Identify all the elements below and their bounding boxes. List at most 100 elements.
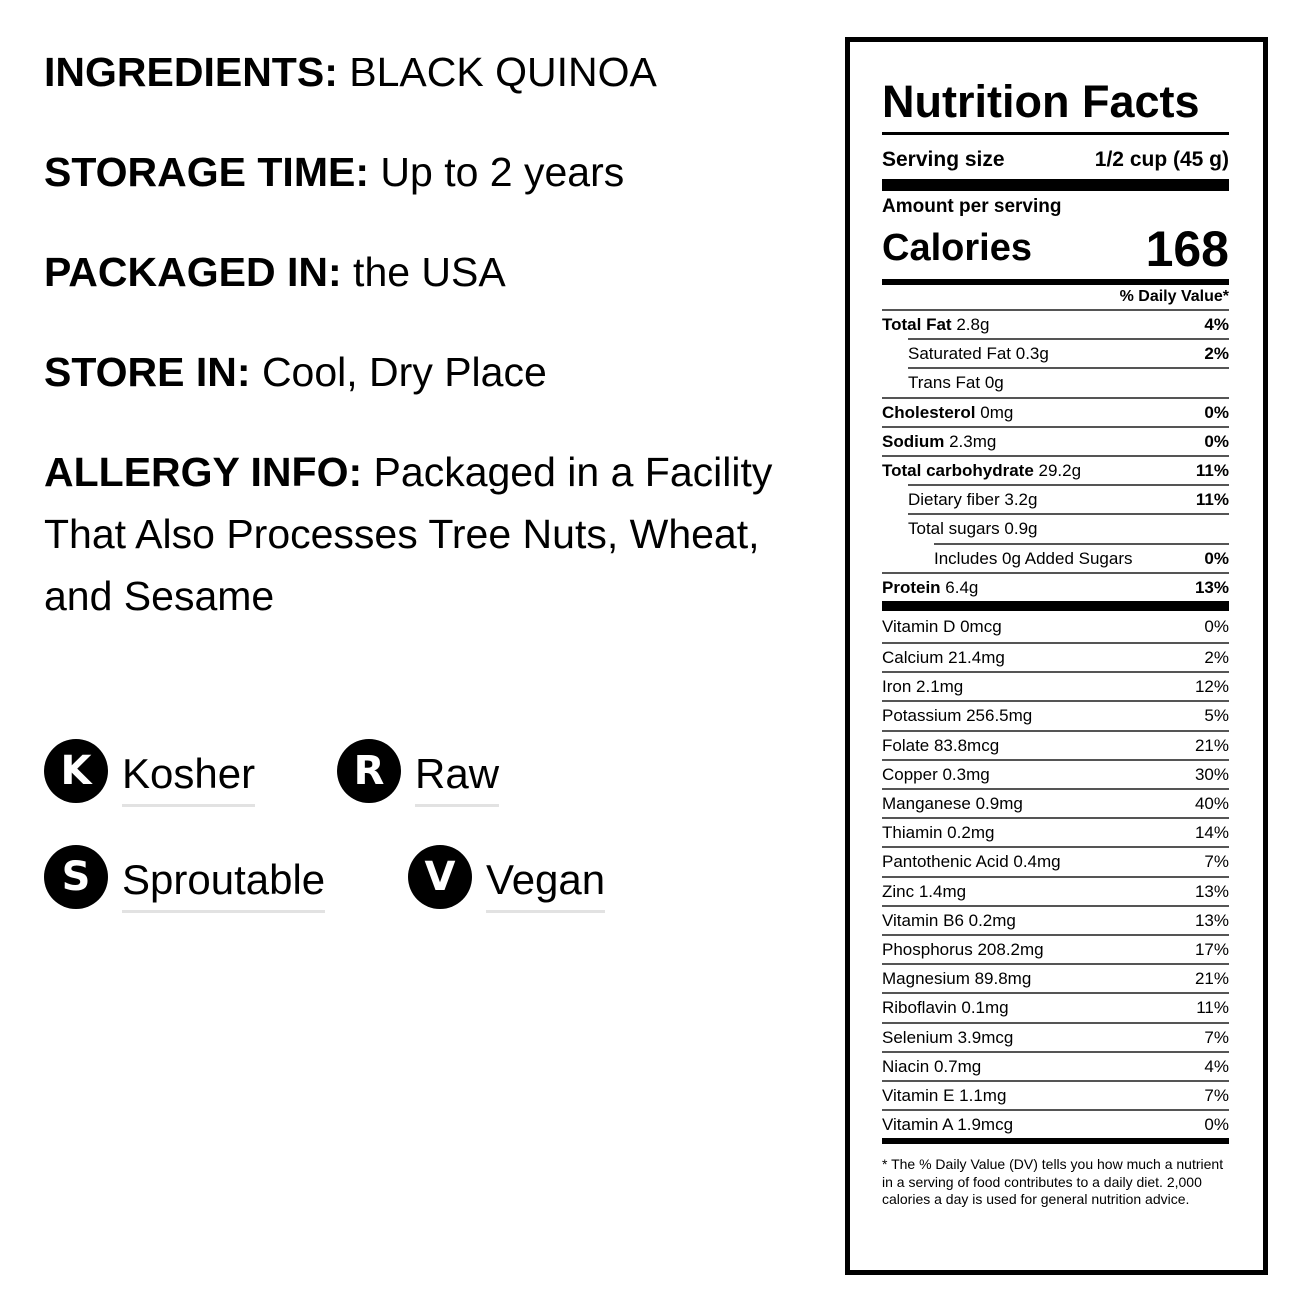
nutrient-row: Total carbohydrate 29.2g 11% [882,454,1229,484]
nutrient-dv: 11% [1195,460,1229,480]
nutrient-dv: 2% [1204,344,1229,364]
info-label: PACKAGED IN: [44,249,342,295]
vitamin-name: Vitamin D 0mcg [882,616,1002,636]
store-in: STORE IN: Cool, Dry Place [44,341,834,403]
vitamin-dv: 17% [1194,939,1229,959]
nutrient-name: Total carbohydrate 29.2g [882,457,1081,484]
vitamin-dv: 14% [1194,823,1229,843]
nutrient-label: Total carbohydrate [882,460,1034,480]
vitamin-name: Thiamin 0.2mg [882,823,995,843]
packaged-in: PACKAGED IN: the USA [44,241,834,303]
nutrient-row: Trans Fat 0g [908,367,1229,396]
storage-time: STORAGE TIME: Up to 2 years [44,141,834,203]
ingredients: INGREDIENTS: BLACK QUINOA [44,41,834,103]
info-value: BLACK QUINOA [349,49,657,95]
vitamin-row: Thiamin 0.2mg 14% [882,817,1229,846]
nutrient-row: Total Fat 2.8g 4% [882,309,1229,338]
info-label: ALLERGY INFO: [44,449,363,495]
vitamin-row: Niacin 0.7mg 4% [882,1050,1229,1080]
vitamin-dv: 30% [1194,764,1229,784]
vitamin-row: Copper 0.3mg 30% [882,758,1229,788]
vitamin-name: Pantothenic Acid 0.4mg [882,852,1061,872]
vitamin-name: Vitamin B6 0.2mg [882,910,1016,930]
serving-size: Serving size 1/2 cup (45 g) [882,145,1229,191]
nutrient-label: Includes 0g Added Sugars [934,548,1133,568]
vitamin-row: Phosphorus 208.2mg 17% [882,933,1229,963]
info-label: STORAGE TIME: [44,149,369,195]
calories: Calories 168 [882,219,1229,285]
vitamin-name: Phosphorus 208.2mg [882,939,1044,959]
vitamin-name: Potassium 256.5mg [882,706,1033,726]
vitamin-dv: 13% [1194,881,1229,901]
footnote: * The % Daily Value (DV) tells you how m… [882,1156,1224,1208]
nutrient-row: Includes 0g Added Sugars 0% [934,542,1229,572]
nutrient-amount: 0.9g [1004,519,1038,539]
nutrition-facts-label: Nutrition Facts Serving size 1/2 cup (45 … [845,37,1268,1275]
kosher-icon: K [44,738,108,803]
nutrient-name: Trans Fat 0g [908,369,1004,396]
nutrient-label: Cholesterol [882,402,976,422]
vitamin-row: Pantothenic Acid 0.4mg 7% [882,846,1229,875]
nutrient-label: Sodium [882,431,945,451]
vitamin-dv: 7% [1204,852,1229,872]
nutrient-name: Dietary fiber 3.2g [908,486,1037,513]
vitamin-row: Magnesium 89.8mg 21% [882,963,1229,992]
vitamin-name: Vitamin A 1.9mcg [882,1115,1014,1135]
nutrient-row: Saturated Fat 0.3g 2% [908,338,1229,367]
calories-value: 168 [1145,221,1229,277]
vitamin-row: Manganese 0.9mg 40% [882,788,1229,817]
vitamin-dv: 40% [1194,794,1229,813]
vitamin-row: Vitamin A 1.9mcg 0% [882,1109,1229,1138]
vitamin-name: Folate 83.8mcg [882,735,1000,755]
vitamin-row: Calcium 21.4mg 2% [882,642,1229,671]
nutrient-dv: 0% [1204,548,1229,568]
nutrient-name: Cholesterol 0mg [882,399,1013,426]
badge-kosher: K Kosher [44,734,256,807]
allergy-info: ALLERGY INFO: Packaged in a Facility Tha… [44,441,834,627]
nutrient-amount: 0.3g [1015,344,1049,364]
badge-raw: R Raw [337,734,500,807]
nutrient-label: Dietary fiber [908,490,1000,510]
raw-icon: R [337,738,401,803]
vegan-icon: V [408,844,472,909]
vitamin-dv: 21% [1194,735,1229,755]
info-value: the USA [353,249,506,295]
info-value: Cool, Dry Place [261,349,547,395]
vitamin-dv: 5% [1204,706,1229,726]
nutrition-title: Nutrition Facts [882,76,1229,135]
info-label: STORE IN: [44,349,251,395]
vitamin-dv: 4% [1204,1056,1229,1076]
vitamin-row: Iron 2.1mg 12% [882,671,1229,700]
nutrient-amount: 2.8g [956,315,990,334]
badge-sproutable: S Sproutable [44,840,326,913]
nutrient-name: Total sugars 0.9g [908,515,1038,542]
nutrient-row: Cholesterol 0mg 0% [882,396,1229,426]
nutrient-row: Total sugars 0.9g [908,513,1229,542]
nutrient-dv: 4% [1204,315,1229,334]
vitamin-list: Vitamin D 0mcg 0% Calcium 21.4mg 2% Iron 2.1… [882,613,1229,1145]
serving-label: Serving size [882,148,1005,171]
vitamin-name: Vitamin E 1.1mg [882,1085,1007,1105]
vitamin-name: Zinc 1.4mg [882,881,967,901]
vitamin-dv: 7% [1204,1085,1229,1105]
vitamin-dv: 2% [1204,648,1229,668]
daily-value-header: % Daily Value* [1119,288,1229,305]
nutrient-row: Protein 6.4g 13% [882,571,1229,601]
vitamin-row: Selenium 3.9mcg 7% [882,1021,1229,1051]
nutrient-amount: 6.4g [945,577,979,597]
nutrient-name: Sodium 2.3mg [882,428,996,455]
nutrient-name: Saturated Fat 0.3g [908,340,1049,367]
nutrient-row: Dietary fiber 3.2g 11% [908,484,1229,513]
nutrient-amount: 0g [984,373,1004,393]
calories-label: Calories [882,227,1032,269]
nutrient-row: Sodium 2.3mg 0% [882,425,1229,455]
nutrient-name: Total Fat 2.8g [882,311,989,338]
vitamin-row: Riboflavin 0.1mg 11% [882,992,1229,1021]
nutrient-amount: 29.2g [1038,460,1082,480]
nutrient-dv: 11% [1195,490,1229,510]
badge-label: Vegan [486,854,606,913]
nutrient-label: Trans Fat [908,373,981,393]
nutrient-list: Total Fat 2.8g 4% Saturated Fat 0.3g 2% Tran… [882,309,1229,611]
nutrient-name: Includes 0g Added Sugars [934,545,1132,572]
nutrient-dv: 0% [1204,402,1229,422]
